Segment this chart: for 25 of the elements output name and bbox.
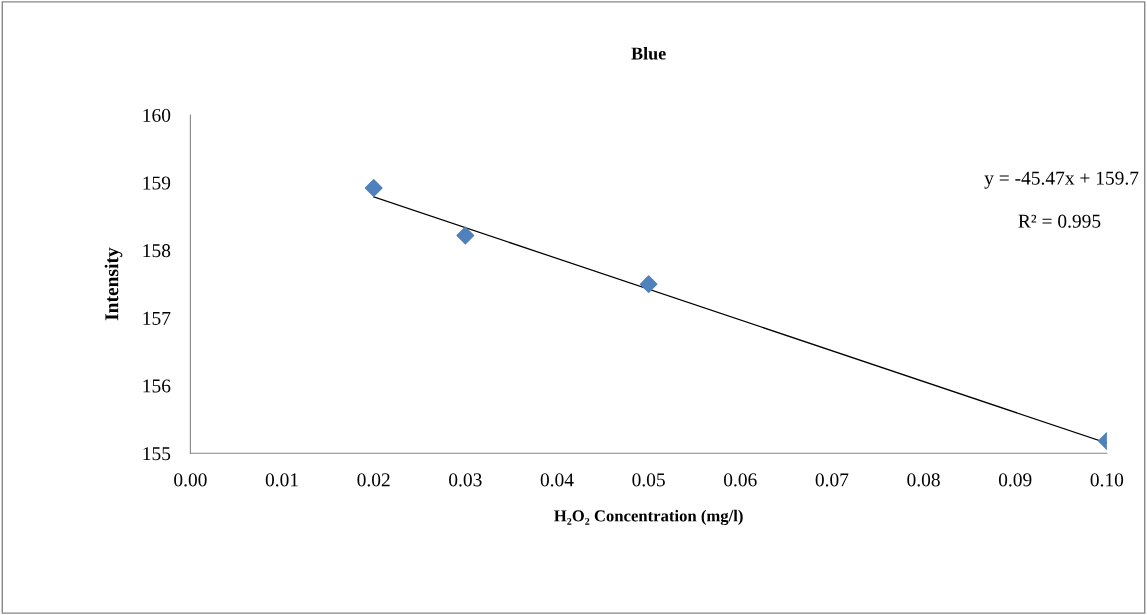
x-tick-label: 0.09 — [998, 473, 1032, 487]
y-tick-label: 156 — [143, 379, 171, 393]
x-tick-label: 0.05 — [632, 473, 665, 487]
x-tick-label: 0.08 — [907, 473, 940, 487]
x-tick-label: 0.00 — [174, 473, 207, 487]
point — [456, 226, 475, 245]
x-tick-label: 0.10 — [1090, 473, 1124, 487]
y-tick-label: 155 — [143, 447, 171, 461]
y-tick-label: 160 — [143, 108, 171, 122]
x-tick-label: 0.06 — [724, 473, 757, 487]
annotation: R² = 0.995 — [1018, 214, 1101, 228]
point — [364, 179, 383, 197]
y-axis-title: Intensity — [104, 247, 123, 321]
annotation: y = -45.47x + 159.7 — [984, 171, 1139, 189]
x-axis-title: H₂O₂ Concentration (mg/l) — [554, 509, 743, 526]
x-tick-label: 0.04 — [540, 473, 574, 487]
x-tick-label: 0.07 — [815, 473, 849, 487]
chart-title: Blue — [631, 46, 666, 60]
x-tick-label: 0.01 — [265, 473, 298, 487]
y-tick-label: 158 — [143, 244, 171, 258]
y-tick-label: 157 — [143, 311, 171, 325]
y-tick-label: 159 — [143, 176, 171, 190]
point — [639, 275, 658, 294]
x-tick-label: 0.02 — [357, 473, 390, 487]
x-tick-label: 0.03 — [449, 473, 482, 487]
